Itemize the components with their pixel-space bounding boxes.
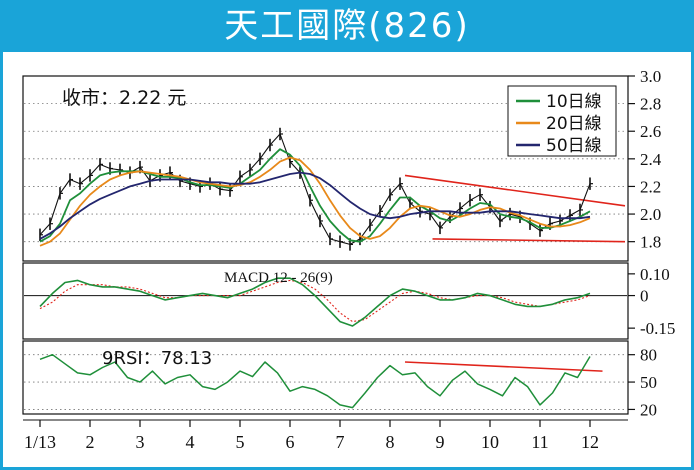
macd-y-tick-label-0: 0.10	[640, 265, 670, 284]
legend: 10日線 20日線 50日線	[507, 85, 617, 157]
price-y-tick-label-0: 3.0	[640, 67, 661, 86]
macd-y-tick-label-2: -0.15	[640, 319, 675, 338]
price-trendline-1	[432, 238, 626, 243]
rsi-y-tick-label-0: 80	[640, 346, 657, 365]
rsi-line	[39, 353, 591, 409]
price-y-tick-label-2: 2.6	[640, 122, 661, 141]
axis-layer: 1/13 2 3 4 5 6 7 8 9 10 11 12 3.0 2.8 2.6 2.4 2.2 2.0 1.8 0…	[24, 67, 675, 452]
x-tick-label-2: 3	[136, 432, 145, 452]
grid-layer	[24, 103, 627, 410]
x-tick-label-7: 8	[386, 432, 395, 452]
macd-title: MACD 12 - 26(9)	[224, 270, 333, 286]
series-layer	[39, 127, 593, 409]
price-y-tick-label-6: 1.8	[640, 233, 661, 252]
rsi-panel	[22, 340, 629, 415]
legend-label-ma50: 50日線	[546, 136, 602, 156]
ma50-line	[39, 171, 591, 240]
legend-label-ma10: 10日線	[546, 92, 602, 112]
x-tick-label-3: 4	[186, 432, 195, 452]
price-trendline-0	[404, 174, 626, 207]
close-price-note: 收市：2.22 元	[62, 87, 186, 109]
x-tick-label-9: 10	[481, 432, 499, 452]
macd-line	[39, 277, 591, 327]
title-banner: 天工國際(826)	[0, 0, 694, 52]
price-y-tick-label-4: 2.2	[640, 177, 661, 196]
ma10-line	[39, 148, 591, 243]
x-tick-label-8: 9	[436, 432, 445, 452]
macd-panel	[22, 262, 629, 340]
x-tick-label-5: 6	[286, 432, 295, 452]
x-tick-label-4: 5	[236, 432, 245, 452]
price-panel	[22, 75, 629, 262]
x-tick-label-11: 12	[581, 432, 599, 452]
x-tick-label-10: 11	[531, 432, 548, 452]
x-tick-label-6: 7	[336, 432, 345, 452]
trendline-layer	[404, 174, 626, 372]
macd-signal-line	[39, 279, 591, 323]
chart-title: 天工國際(826)	[224, 6, 470, 46]
rsi-y-tick-label-1: 50	[640, 373, 657, 392]
rsi-trendline-0	[404, 361, 603, 372]
x-tick-label-1: 2	[86, 432, 95, 452]
rsi-y-tick-label-2: 20	[640, 400, 657, 419]
price-y-tick-label-3: 2.4	[640, 150, 662, 169]
price-y-tick-label-1: 2.8	[640, 95, 661, 114]
rsi-title: 9RSI：78.13	[102, 348, 212, 369]
macd-y-tick-label-1: 0	[640, 287, 649, 306]
legend-label-ma20: 20日線	[546, 114, 602, 134]
x-tick-label-0: 1/13	[24, 432, 56, 452]
price-y-tick-label-5: 2.0	[640, 205, 661, 224]
